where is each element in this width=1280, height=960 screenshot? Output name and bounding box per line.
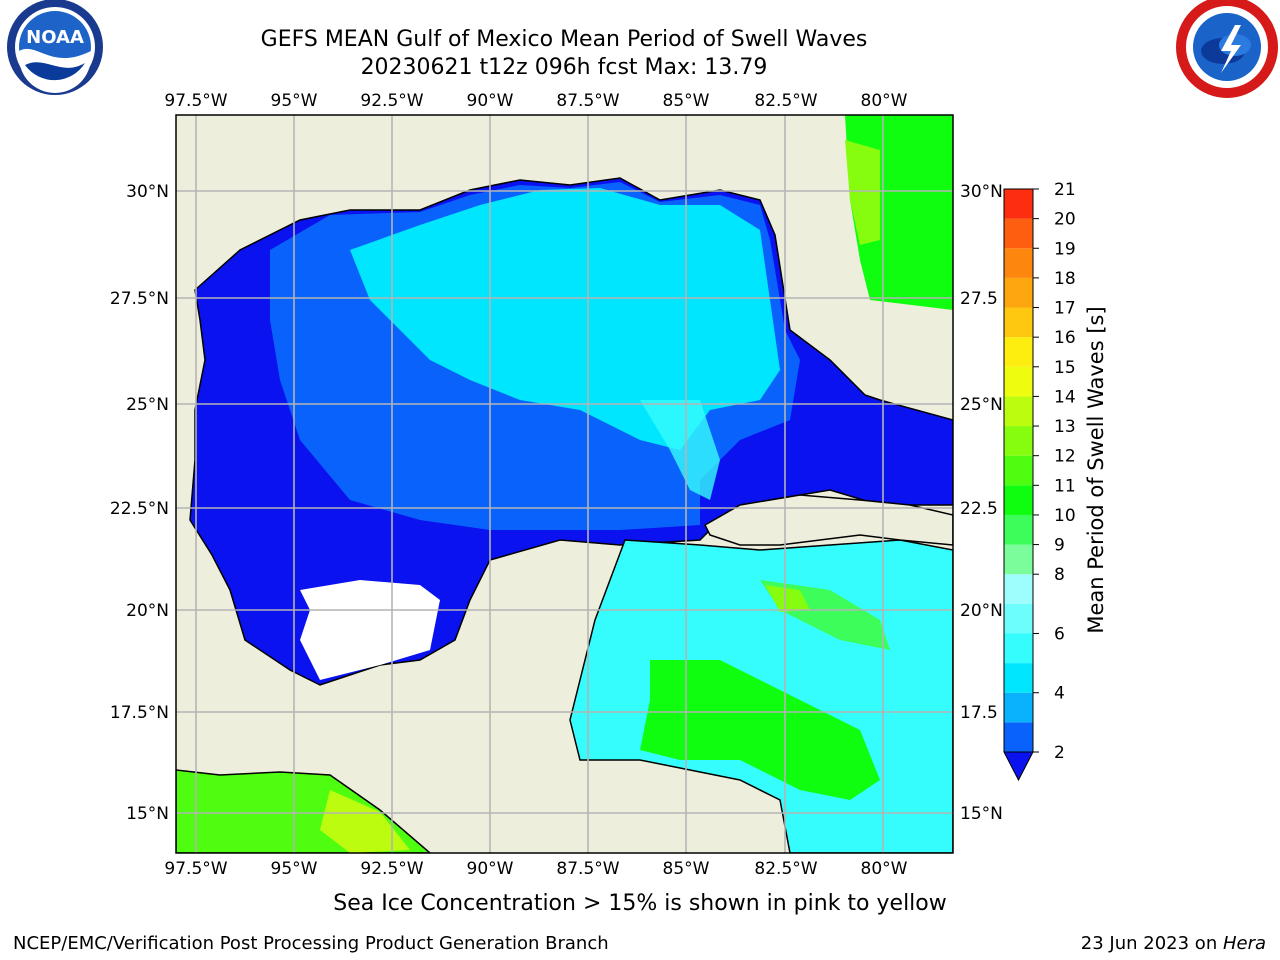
lat-tick-left-3: 25°N: [126, 395, 169, 415]
colorbar-segment: [1004, 514, 1033, 545]
lon-tick-top-2: 95°W: [271, 91, 318, 111]
colorbar-segment: [1004, 396, 1033, 427]
colorbar-segment: [1004, 455, 1033, 486]
colorbar-segment: [1004, 248, 1033, 278]
colorbar-segment: [1004, 663, 1033, 693]
footer-date-text: 23 Jun 2023 on: [1080, 933, 1223, 954]
colorbar-tick-label: 21: [1054, 180, 1076, 200]
lat-tick-right-6: 17.5: [960, 703, 998, 723]
lon-tick-bottom-8: 80°W: [861, 859, 908, 879]
colorbar-tick-label: 6: [1054, 624, 1065, 644]
colorbar-tick-label: 4: [1054, 684, 1065, 704]
lat-tick-right-5: 20°N: [960, 601, 1003, 621]
lat-tick-left-7: 15°N: [126, 804, 169, 824]
chart-subtitle: 20230621 t12z 096h fcst Max: 13.79: [360, 55, 768, 80]
pacific-water-yellow: [320, 790, 410, 853]
lon-tick-top-6: 85°W: [663, 91, 710, 111]
colorbar-extend-min: [1003, 751, 1034, 782]
colorbar-tick-label: 16: [1054, 328, 1076, 348]
lon-tick-bottom-2: 95°W: [271, 859, 318, 879]
footer-credit: NCEP/EMC/Verification Post Processing Pr…: [13, 933, 609, 954]
lon-tick-bottom-4: 90°W: [467, 859, 514, 879]
sea-ice-note: Sea Ice Concentration > 15% is shown in …: [333, 891, 947, 916]
lon-tick-bottom-3: 92.5°W: [360, 859, 423, 879]
colorbar-tick-label: 9: [1054, 536, 1065, 556]
colorbar-tick-label: 17: [1054, 299, 1076, 319]
lat-tick-right-3: 25°N: [960, 395, 1003, 415]
lat-tick-left-4: 22.5°N: [110, 499, 169, 519]
missing-data-patch: [300, 580, 440, 680]
colorbar-tick-label: 11: [1054, 476, 1076, 496]
lon-tick-bottom-1: 97.5°W: [164, 859, 227, 879]
colorbar-segment: [1004, 603, 1033, 634]
colorbar-tick-label: 12: [1054, 447, 1076, 467]
colorbar-segment: [1004, 544, 1033, 575]
lat-tick-right-4: 22.5: [960, 499, 998, 519]
colorbar-segment: [1004, 426, 1033, 456]
lat-tick-left-6: 17.5°N: [110, 703, 169, 723]
colorbar-tick-label: 2: [1054, 743, 1065, 763]
lon-tick-top-1: 97.5°W: [164, 91, 227, 111]
lat-tick-left-5: 20°N: [126, 601, 169, 621]
lon-tick-top-3: 92.5°W: [360, 91, 423, 111]
lon-tick-top-5: 87.5°W: [556, 91, 619, 111]
gulf-water-mid: [350, 188, 780, 450]
colorbar: 2 4 6 8 9 10 11 12 13 14 15 16 17 18 19 20 21: [1003, 180, 1076, 782]
colorbar-segment: [1004, 633, 1033, 664]
gulf-water-light: [640, 400, 720, 500]
colorbar-tick-label: 8: [1054, 565, 1065, 585]
lon-tick-top-4: 90°W: [467, 91, 514, 111]
colorbar-frame: [1003, 188, 1034, 753]
lon-tick-bottom-7: 82.5°W: [754, 859, 817, 879]
colorbar-tick-label: 13: [1054, 417, 1076, 437]
caribbean-water-green: [640, 660, 880, 800]
lon-tick-top-8: 80°W: [861, 91, 908, 111]
colorbar-tick-label: 14: [1054, 387, 1076, 407]
lat-tick-right-7: 15°N: [960, 804, 1003, 824]
colorbar-tick-label: 10: [1054, 506, 1076, 526]
colorbar-label: Mean Period of Swell Waves [s]: [1084, 306, 1108, 634]
colorbar-segment: [1004, 574, 1033, 604]
lat-tick-right-1: 30°N: [960, 182, 1003, 202]
footer-host: Hera: [1222, 933, 1266, 954]
footer-date: 23 Jun 2023 on Hera: [1081, 933, 1266, 954]
lon-tick-bottom-6: 85°W: [663, 859, 710, 879]
colorbar-segment: [1004, 722, 1033, 752]
colorbar-tick-label: 15: [1054, 358, 1076, 378]
noaa-logo-text: NOAA: [26, 27, 84, 48]
map-grid: [176, 115, 953, 853]
lon-tick-top-7: 82.5°W: [754, 91, 817, 111]
colorbar-segment: [1004, 307, 1033, 338]
lat-tick-right-2: 27.5: [960, 289, 998, 309]
colorbar-segment: [1004, 277, 1033, 308]
colorbar-tick-label: 20: [1054, 210, 1076, 230]
noaa-logo: NOAA: [7, 0, 103, 95]
chart-title: GEFS MEAN Gulf of Mexico Mean Period of …: [260, 27, 868, 52]
colorbar-segment: [1004, 485, 1033, 515]
colorbar-segment: [1004, 218, 1033, 249]
nws-logo: [1176, 0, 1278, 98]
colorbar-segment: [1004, 366, 1033, 397]
colorbar-segment: [1004, 189, 1033, 219]
map-frame: [175, 114, 954, 854]
caribbean-water-yellow: [765, 585, 810, 612]
lat-tick-left-2: 27.5°N: [110, 289, 169, 309]
colorbar-tick-label: 19: [1054, 239, 1076, 259]
colorbar-segment: [1004, 337, 1033, 367]
colorbar-segment: [1004, 692, 1033, 723]
colorbar-tick-label: 18: [1054, 269, 1076, 289]
atlantic-water-yellow: [845, 140, 880, 245]
lon-tick-bottom-5: 87.5°W: [556, 859, 619, 879]
lat-tick-left-1: 30°N: [126, 182, 169, 202]
